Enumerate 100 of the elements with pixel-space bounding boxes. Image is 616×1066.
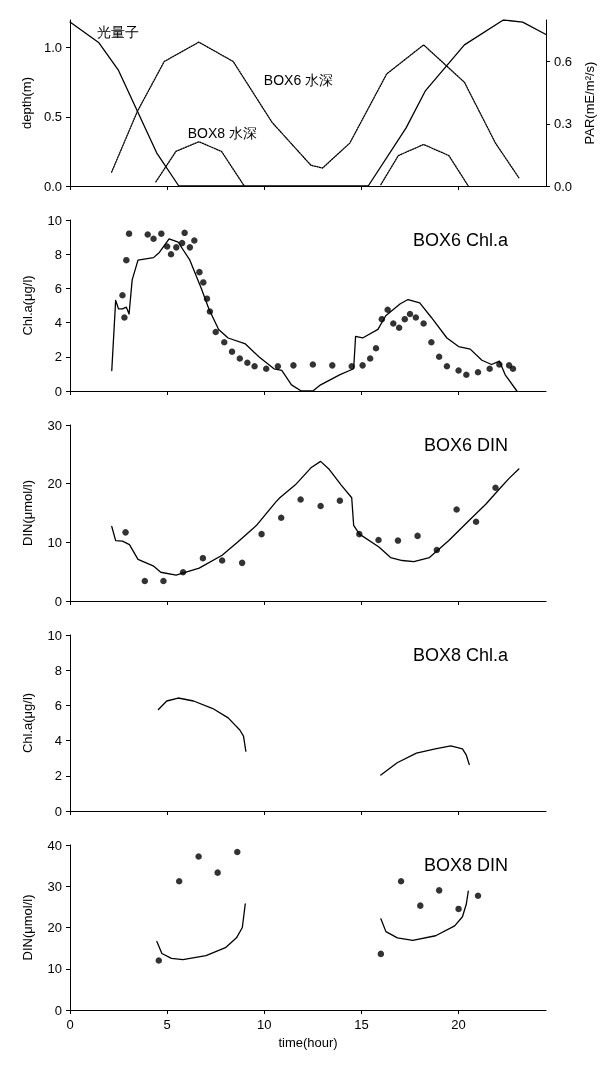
y-tick-label: 20 — [47, 920, 62, 935]
y-tick-label: 8 — [54, 662, 62, 678]
point — [406, 310, 414, 318]
point — [317, 502, 324, 510]
point — [195, 853, 202, 860]
point — [181, 229, 188, 237]
y-tick-label: 10 — [47, 961, 62, 977]
point — [221, 339, 228, 346]
line-series — [110, 41, 520, 179]
point — [377, 950, 385, 958]
y-tick-label: 6 — [54, 280, 62, 296]
point — [158, 230, 165, 237]
point — [455, 367, 462, 374]
point — [414, 532, 421, 540]
point — [309, 361, 317, 368]
point — [150, 235, 157, 243]
y2-tick-label: 0.6 — [554, 54, 573, 69]
point — [262, 365, 270, 373]
y-tick-label: 2 — [54, 349, 62, 365]
point — [435, 887, 443, 894]
y-axis-title: Chl.a(μg/l) — [20, 692, 35, 754]
y2-tick-label: 0.0 — [554, 178, 573, 194]
y-tick-label: 20 — [47, 476, 62, 492]
point — [463, 371, 470, 378]
point — [401, 315, 408, 323]
y-tick-label: 6 — [54, 697, 62, 713]
point — [251, 362, 258, 370]
point — [191, 237, 198, 244]
point — [274, 362, 282, 370]
point — [474, 892, 482, 899]
y-axis-title: DIN(μmol/l) — [20, 894, 35, 961]
point — [509, 365, 517, 373]
point — [167, 250, 175, 258]
text: BOX6 DIN — [423, 435, 509, 455]
y-tick-label: 2 — [54, 768, 62, 784]
point — [214, 869, 221, 876]
point — [359, 362, 366, 369]
point — [119, 291, 126, 299]
annotation: BOX8 水深 — [187, 124, 257, 141]
point — [144, 231, 151, 238]
y-tick-label: 10 — [47, 212, 62, 228]
x-tick-label: 20 — [451, 1017, 466, 1032]
point — [236, 355, 244, 362]
annotation: BOX6 水深 — [263, 71, 334, 88]
y-tick-label: 0.5 — [43, 109, 62, 125]
point — [218, 557, 226, 564]
y-tick-label: 40 — [47, 837, 62, 853]
y-tick-label: 0.0 — [43, 178, 62, 194]
point — [412, 314, 420, 321]
y-axis-title: DIN(μmol/l) — [20, 480, 35, 546]
point — [384, 306, 391, 314]
point — [336, 497, 344, 504]
point — [125, 230, 133, 237]
point — [455, 905, 462, 913]
x-tick-label: 10 — [257, 1017, 272, 1032]
point — [397, 878, 405, 885]
point — [486, 365, 493, 373]
point — [443, 362, 451, 370]
point — [186, 244, 194, 251]
y-tick-label: 0 — [54, 593, 62, 609]
point — [175, 878, 183, 885]
point — [238, 559, 246, 567]
point — [453, 506, 460, 513]
point — [492, 484, 499, 492]
text: BOX8 DIN — [423, 855, 509, 875]
x-tick-label: 0 — [66, 1017, 74, 1032]
y-tick-label: 0 — [54, 383, 62, 399]
point — [173, 244, 180, 251]
x-tick-label: 15 — [354, 1017, 369, 1032]
point — [228, 348, 236, 355]
y-tick-label: 0 — [54, 803, 62, 819]
point — [277, 514, 285, 521]
y-tick-label: 0 — [54, 1002, 62, 1018]
point — [196, 268, 203, 276]
point — [375, 536, 382, 544]
point — [395, 324, 403, 331]
y-tick-label: 10 — [47, 534, 62, 550]
point — [435, 353, 443, 361]
y-tick-label: 10 — [47, 627, 62, 643]
point — [290, 362, 297, 369]
point — [160, 577, 167, 585]
y2-tick-label: 0.3 — [554, 116, 573, 132]
x-tick-label: 5 — [163, 1017, 171, 1032]
point — [420, 320, 427, 327]
point — [297, 496, 304, 503]
annotation: 光量子 — [96, 23, 139, 40]
point — [122, 529, 129, 536]
text: BOX8 Chl.a — [412, 645, 509, 665]
point — [394, 537, 402, 544]
point — [428, 339, 435, 346]
x-axis-title: time(hour) — [278, 1034, 338, 1050]
y-tick-label: 4 — [54, 733, 62, 749]
y-axis-title: depth(m) — [19, 76, 35, 130]
point — [474, 368, 482, 376]
y-tick-label: 30 — [47, 878, 62, 894]
point — [244, 359, 251, 367]
y2-axis-title: PAR(mE/m²/s) — [581, 61, 597, 145]
point — [417, 902, 424, 909]
point — [234, 848, 241, 856]
y-tick-label: 30 — [47, 417, 62, 433]
